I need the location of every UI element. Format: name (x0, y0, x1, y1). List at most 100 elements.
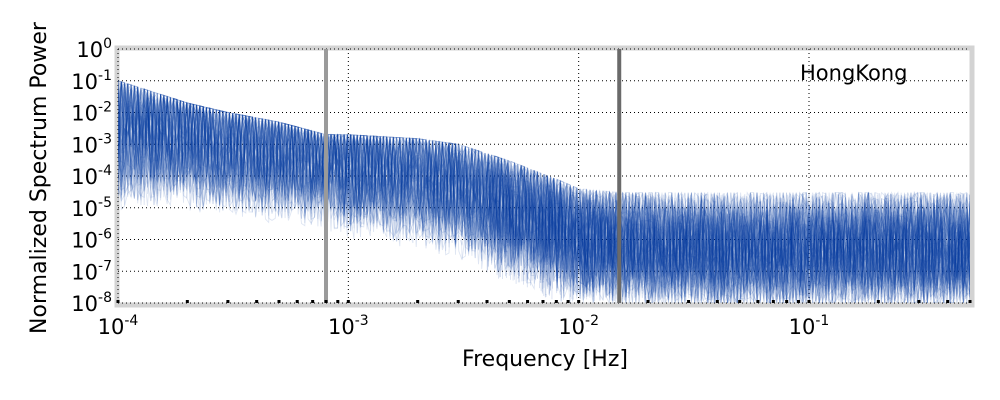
spectrum-trace (118, 98, 970, 303)
spectrum-trace (118, 92, 970, 303)
x-tick-label: 10-4 (98, 313, 139, 339)
spectrum-trace (118, 80, 970, 284)
spectrum-trace (118, 80, 970, 289)
spectrum-trace (118, 94, 970, 303)
spectrum-trace (118, 84, 970, 294)
x-minor-tick (346, 300, 350, 303)
spectrum-trace (118, 85, 970, 286)
spectrum-trace (118, 83, 970, 280)
x-minor-tick (526, 300, 530, 303)
spectrum-trace (118, 80, 970, 297)
x-tick-label: 10-3 (328, 313, 369, 339)
spectrum-trace (118, 81, 970, 303)
spectrum-trace (118, 83, 970, 303)
y-tick-label: 10-6 (71, 227, 112, 253)
spectrum-trace (118, 83, 970, 303)
x-minor-tick (277, 300, 281, 303)
x-minor-tick (541, 300, 545, 303)
spectrum-trace (118, 81, 970, 283)
x-minor-tick (756, 300, 760, 303)
x-minor-tick (456, 300, 460, 303)
spectrum-trace (118, 87, 970, 303)
minor-ticks (116, 300, 972, 303)
spectrum-trace (118, 81, 970, 292)
y-tick-label: 10-4 (71, 163, 112, 189)
spectrum-trace (118, 92, 970, 303)
spectrum-trace (118, 84, 970, 303)
x-minor-tick (646, 300, 650, 303)
x-tick-label: 10-1 (789, 313, 830, 339)
x-minor-tick (577, 300, 581, 303)
plot-frame (114, 45, 975, 308)
spectrum-trace (118, 81, 970, 281)
spectrum-trace (118, 83, 970, 303)
x-minor-tick (416, 300, 420, 303)
spectrum-trace (118, 88, 970, 286)
spectrum-trace (118, 81, 970, 280)
x-minor-tick (968, 300, 972, 303)
x-minor-tick (876, 300, 880, 303)
y-tick-label: 10-5 (71, 195, 112, 221)
spectrum-trace (118, 82, 970, 290)
y-tick-label: 10-1 (71, 68, 112, 94)
spectrum-trace (118, 84, 970, 300)
spectrum-trace (118, 85, 970, 301)
spectrum-trace (118, 83, 970, 303)
spectrum-trace (118, 86, 970, 291)
x-minor-tick (311, 300, 315, 303)
series-annotation: HongKong (800, 61, 908, 85)
spectrum-trace (118, 91, 970, 303)
spectrum-trace (118, 87, 970, 303)
spectrum-trace (118, 94, 970, 303)
spectrum-trace (118, 90, 970, 303)
x-minor-tick (715, 300, 719, 303)
spectrum-trace (118, 95, 970, 303)
spectrum-trace (118, 83, 970, 303)
spectrum-trace (118, 101, 970, 300)
spectrum-trace (118, 89, 970, 301)
x-minor-tick (771, 300, 775, 303)
spectrum-trace (118, 81, 970, 291)
spectrum-trace (118, 80, 970, 288)
y-tick-label: 10-2 (71, 100, 112, 126)
spectrum-trace (118, 82, 970, 303)
spectrum-trace (118, 86, 970, 301)
spectrum-trace (118, 91, 970, 303)
spectrum-trace (118, 80, 970, 282)
x-axis-label: Frequency [Hz] (462, 347, 628, 372)
x-tick-label: 10-2 (558, 313, 599, 339)
x-minor-tick (554, 300, 558, 303)
spectrum-trace (118, 93, 970, 291)
y-axis-label: Normalized Spectrum Power (27, 21, 52, 334)
x-minor-tick (946, 300, 950, 303)
x-minor-tick (116, 300, 120, 303)
spectrum-trace (118, 82, 970, 303)
spectrum-trace (118, 83, 970, 296)
x-tick-labels: 10-4 10-3 10-2 10-1 (98, 313, 830, 339)
x-minor-tick (796, 300, 800, 303)
spectrum-trace (118, 94, 970, 303)
spectrum-trace (118, 81, 970, 303)
spectrum-trace (118, 80, 970, 294)
y-tick-label: 10-3 (71, 131, 112, 157)
spectrum-trace (118, 90, 970, 303)
spectrum-trace (118, 80, 970, 287)
spectrum-trace (118, 85, 970, 303)
spectrum-trace (118, 84, 970, 303)
spectrum-trace (118, 83, 970, 281)
spectrum-trace (118, 84, 970, 303)
spectrum-trace (118, 80, 970, 281)
spectrum-trace (118, 80, 970, 294)
spectrum-trace (118, 81, 970, 281)
spectrum-trace (118, 81, 970, 291)
y-tick-label: 100 (76, 36, 112, 62)
x-minor-tick (566, 300, 570, 303)
spectrum-trace (118, 82, 970, 294)
x-minor-tick (917, 300, 921, 303)
x-minor-tick (507, 300, 511, 303)
spectrum-trace (118, 81, 970, 280)
spectrum-trace (118, 82, 970, 303)
spectrum-trace (118, 87, 970, 303)
x-minor-tick (295, 300, 299, 303)
spectrum-trace (118, 84, 970, 296)
